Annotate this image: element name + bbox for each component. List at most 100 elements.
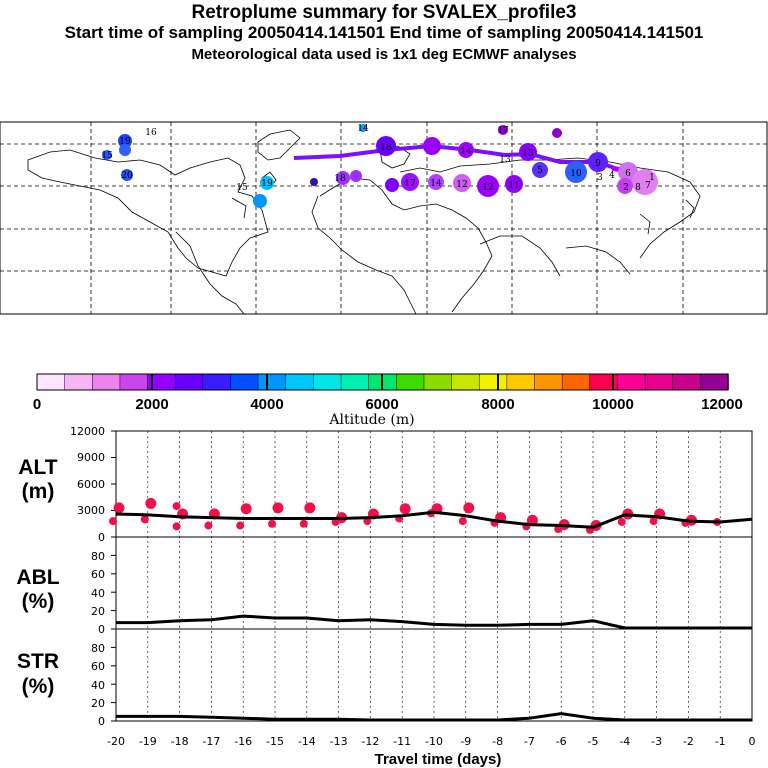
trajectory-marker	[477, 175, 499, 197]
trajectory-marker	[505, 175, 523, 193]
abl-ytick: 80	[91, 550, 105, 563]
x-tick-label: -8	[492, 735, 503, 748]
alt-scatter-point	[236, 521, 245, 530]
colorbar-cell	[174, 373, 204, 391]
trajectory-marker	[359, 124, 367, 132]
trajectory-marker	[401, 173, 419, 191]
colorbar-cell	[700, 373, 729, 391]
trajectory-label: 3	[597, 173, 603, 183]
x-tick-label: -16	[234, 735, 252, 748]
colorbar-cell	[202, 373, 232, 391]
trajectory-marker	[552, 128, 562, 138]
trajectory-label: 17	[404, 179, 416, 189]
trajectory-label: 12	[456, 180, 467, 190]
x-tick-label: -13	[330, 735, 348, 748]
alt-scatter-point	[204, 521, 213, 530]
trajectory-marker	[102, 150, 112, 160]
abl-label: ABL	[16, 566, 59, 589]
trajectory-label: 14	[460, 147, 472, 157]
alt-scatter-point	[458, 517, 467, 526]
colorbar-cell	[36, 373, 66, 391]
x-tick-label: -5	[588, 735, 599, 748]
colorbar-cell	[340, 373, 370, 391]
colorbar-major-dividers	[151, 374, 614, 390]
trajectory-label: 18	[334, 174, 346, 184]
y-tick-labels: 0 3000 6000 9000 12000 0 20 40 60 80 0 2…	[70, 425, 105, 728]
series-lines	[115, 510, 753, 722]
x-tick-label: -6	[556, 735, 567, 748]
alt-scatter-point	[172, 522, 181, 531]
trajectory-label: 13	[499, 155, 511, 165]
trajectory-marker	[519, 143, 537, 161]
alt-scatter-point	[145, 497, 157, 509]
trajectory-label: 10	[570, 169, 582, 179]
colorbar-cells	[36, 373, 729, 391]
trajectory-marker	[376, 136, 396, 156]
colorbar-cell	[561, 373, 591, 391]
trajectory-label: 9	[595, 159, 601, 169]
alt-scatter-point	[463, 502, 475, 514]
colorbar-cell	[119, 373, 149, 391]
trajectory-marker	[253, 194, 267, 208]
sampling-time-line: Start time of sampling 20050414.141501 E…	[64, 23, 704, 42]
x-tick-label: -20	[107, 735, 125, 748]
panel-labels: ALT (m) ABL (%) STR (%)	[16, 456, 59, 698]
x-tick-label: -9	[460, 735, 471, 748]
trajectory-marker	[118, 134, 132, 148]
alt-scatter-point	[299, 519, 308, 528]
vertical-gridlines	[115, 431, 753, 721]
alt-ytick: 6000	[77, 478, 105, 491]
x-tick-label: -7	[524, 735, 535, 748]
trajectory-marker	[453, 174, 471, 192]
colorbar-cell	[534, 373, 563, 391]
colorbar-axis-label: Altitude (m)	[328, 412, 414, 428]
str-ytick: 0	[98, 715, 105, 728]
colorbar-tick-label: 12000	[701, 396, 743, 413]
trajectory-label: 5	[537, 166, 543, 176]
trajectory-marker	[119, 144, 131, 156]
alt-unit: (m)	[22, 480, 55, 503]
trajectory-marker	[617, 178, 633, 194]
alt-scatter-point	[268, 519, 276, 528]
trajectory-marker	[458, 142, 474, 158]
trajectory-label: 12	[482, 183, 493, 193]
x-tick-label: -3	[651, 735, 662, 748]
alt-ytick: 9000	[77, 451, 105, 464]
x-tick-label: -4	[619, 735, 630, 748]
colorbar-cell	[423, 373, 453, 391]
trajectory-marker	[498, 125, 508, 135]
abl-ytick: 20	[91, 605, 105, 618]
colorbar-cell	[644, 373, 674, 391]
trajectory-label: 15	[236, 183, 248, 193]
trajectory-label: 6	[625, 169, 631, 179]
colorbar-tick-label: 6000	[365, 396, 398, 413]
trajectory-marker	[588, 152, 608, 172]
colorbar-tick-label: 10000	[592, 396, 634, 413]
alt-scatter-point	[172, 502, 181, 511]
altitude-colorbar: 0 2000 4000 6000 8000 10000 12000 Altitu…	[33, 373, 743, 428]
trajectory-marker	[532, 162, 548, 178]
alt-scatter-point	[113, 502, 125, 514]
colorbar-cell	[257, 373, 287, 391]
x-tick-label: -18	[171, 735, 189, 748]
colorbar-tick-label: 0	[33, 396, 41, 413]
trajectory-label: 17	[497, 126, 509, 136]
chart-title: Retroplume summary for SVALEX_profile3	[191, 2, 577, 23]
str-ytick: 20	[91, 697, 105, 710]
str-label: STR	[17, 650, 59, 673]
x-tick-label: -10	[425, 735, 443, 748]
str-ytick: 40	[91, 679, 105, 692]
trajectory-label: 19	[119, 137, 131, 147]
x-axis-label: Travel time (days)	[375, 751, 502, 768]
trajectory-label: 18	[380, 143, 392, 153]
trajectory-marker	[632, 169, 658, 195]
alt-label: ALT	[18, 456, 57, 479]
trajectory-label: 13	[522, 149, 534, 159]
abl-unit: (%)	[22, 590, 55, 613]
colorbar-cell	[396, 373, 425, 391]
map-panel: 19 16 15 14 15 17 18 19 20 18 14 13 13 1…	[0, 121, 768, 315]
trajectory-marker	[310, 178, 318, 186]
alt-scatter-point	[272, 502, 284, 514]
x-tick-label: 0	[749, 735, 756, 748]
